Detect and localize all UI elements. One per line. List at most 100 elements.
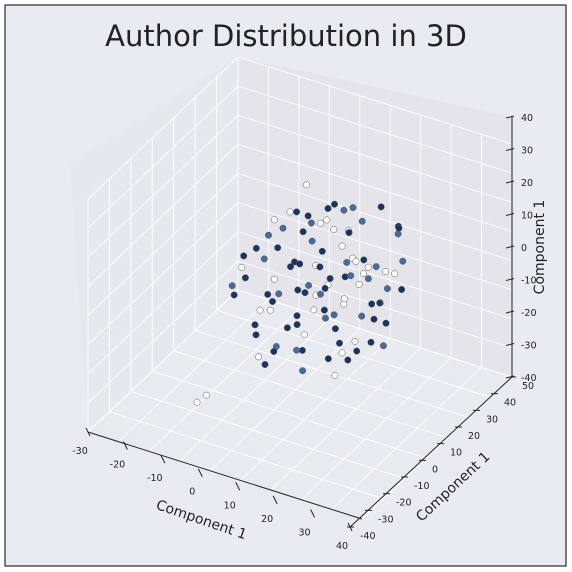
grid-line (300, 357, 452, 500)
data-point (323, 216, 331, 224)
x-tick-label: 10 (224, 500, 236, 511)
data-point (300, 331, 308, 339)
y-tick-label: -40 (360, 531, 376, 542)
data-point (399, 257, 407, 265)
data-point (293, 346, 301, 354)
data-point (352, 257, 360, 265)
data-point (264, 290, 272, 298)
data-point (336, 339, 343, 347)
grid-line (173, 350, 448, 439)
grid-lines (87, 56, 513, 520)
data-point (383, 285, 391, 293)
z-tick-label: -30 (521, 341, 537, 352)
data-point (293, 208, 301, 216)
data-point (193, 398, 201, 406)
grid-line (87, 260, 239, 404)
data-point (340, 295, 348, 303)
y-tick-label: -20 (396, 498, 412, 509)
data-point (318, 247, 326, 255)
x-tick (85, 427, 91, 437)
data-point (353, 347, 361, 355)
z-tick (505, 115, 515, 119)
grid-line (237, 289, 513, 378)
z-tick (505, 278, 515, 281)
data-point (252, 331, 260, 339)
grid-line (130, 390, 405, 479)
z-tick-label: -10 (521, 276, 537, 287)
data-point (275, 290, 283, 298)
data-point (364, 275, 372, 283)
x-axis-line (87, 431, 363, 520)
grid-line (239, 338, 391, 481)
x-tick-label: -10 (147, 473, 163, 484)
z-tick (505, 245, 515, 249)
data-point (358, 312, 366, 320)
z-tick-label: 20 (521, 178, 533, 189)
data-point (338, 349, 346, 357)
data-point (260, 255, 268, 263)
data-point (287, 263, 294, 271)
grid-line (237, 85, 513, 174)
x-tick (160, 454, 166, 464)
data-point (345, 229, 353, 237)
data-point (370, 315, 378, 323)
grid-line (237, 114, 513, 203)
data-point (382, 268, 389, 276)
data-point (202, 391, 210, 399)
data-point (358, 217, 366, 225)
data-point (367, 338, 375, 346)
data-point (391, 270, 399, 278)
grid-line (109, 411, 384, 500)
data-point (228, 282, 236, 290)
z-tick-label: 30 (521, 146, 533, 157)
chart-title: Author Distribution in 3D (105, 19, 467, 53)
z-tick (505, 375, 515, 379)
grid-line (87, 144, 239, 287)
data-point (317, 290, 324, 298)
grid-line (87, 202, 239, 345)
x-tick-label: 0 (189, 487, 195, 498)
grid-line (87, 114, 239, 258)
data-point (379, 342, 387, 350)
grid-line (87, 289, 239, 433)
data-point (286, 208, 294, 216)
z-tick (505, 213, 515, 216)
left-pane (70, 57, 238, 432)
data-point (283, 324, 291, 332)
data-point (338, 242, 346, 250)
x-tick-label: 30 (299, 527, 311, 538)
data-point (364, 263, 372, 271)
y-tick-label: 20 (468, 431, 480, 442)
x-tick (310, 509, 316, 518)
grid-line (237, 143, 513, 232)
z-tick (505, 148, 515, 151)
data-point (316, 263, 324, 271)
data-point (331, 325, 339, 333)
data-point (310, 306, 318, 314)
grid-line (237, 202, 513, 291)
data-point (372, 263, 380, 271)
data-point (398, 286, 406, 293)
grid-line (216, 309, 491, 398)
data-point (324, 205, 332, 212)
data-point (269, 298, 276, 305)
x-tick (235, 482, 241, 491)
z-tick-label: 10 (521, 211, 533, 222)
data-point (331, 200, 338, 208)
data-point (324, 355, 332, 363)
grid-line (118, 299, 269, 442)
y-tick-label: 0 (432, 464, 438, 475)
data-point (241, 274, 249, 282)
y-tick-label: -10 (414, 481, 430, 492)
grid-line (87, 231, 239, 375)
data-point (270, 275, 278, 283)
grid-line (270, 347, 421, 491)
data-point (240, 252, 248, 260)
z-tick (505, 310, 515, 314)
axes: -30-20-10010203040-40-30-20-100102030405… (72, 113, 536, 552)
data-point (274, 244, 282, 252)
grid-line (148, 309, 300, 452)
grid-line (237, 56, 513, 145)
